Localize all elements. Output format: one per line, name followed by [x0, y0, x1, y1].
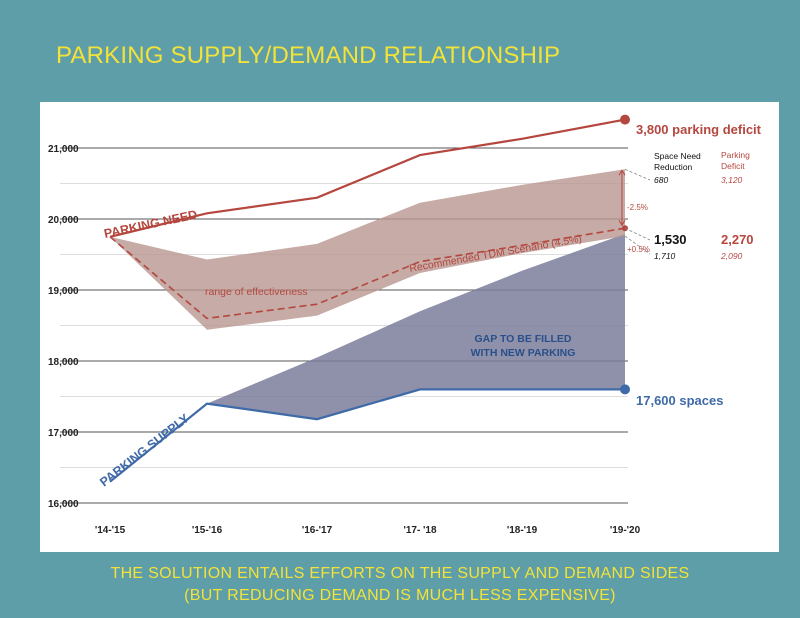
x-tick-label: '14-'15 — [95, 525, 126, 536]
need-end-point — [620, 114, 630, 125]
table-top-reduction: 680 — [654, 175, 668, 185]
table-bottom-deficit: 2,090 — [720, 251, 743, 261]
leader-line — [624, 227, 651, 241]
y-tick-label: 17,000 — [48, 428, 79, 439]
gap-label-line1: GAP TO BE FILLED — [474, 333, 571, 345]
series-line-tdm — [109, 227, 626, 320]
table-mid-reduction: 1,530 — [654, 232, 687, 247]
x-tick-label: '17- '18 — [403, 525, 437, 536]
series-label-supply: PARKING SUPPLY — [97, 411, 192, 490]
y-tick-label: 20,000 — [48, 215, 79, 226]
table-top-deficit: 3,120 — [721, 175, 743, 185]
series-line-need — [109, 118, 626, 238]
annotation-plus: +0.5% — [627, 245, 650, 254]
supply-end-label: 17,600 spaces — [636, 393, 723, 408]
range-arrow-head-down — [618, 219, 626, 227]
range-band-label: range of effectiveness — [205, 286, 308, 298]
y-tick-label: 18,000 — [48, 357, 79, 368]
range-arrow-head-up — [618, 169, 626, 176]
leader-line — [624, 235, 651, 255]
x-tick-label: '19-'20 — [610, 525, 641, 536]
x-tick-label: '18-'19 — [507, 525, 538, 536]
chart-panel: 16,000 17,000 18,000 19,000 20,000 21,000 '14-… — [40, 102, 779, 552]
annotation-minus: -2.5% — [627, 203, 648, 212]
y-tick-label: 16,000 — [48, 499, 79, 510]
x-tick-label: '15-'16 — [192, 525, 223, 536]
range-band — [110, 169, 625, 330]
footer-line-1: THE SOLUTION ENTAILS EFFORTS ON THE SUPP… — [110, 565, 690, 582]
table-col1-header-1: Space Need — [654, 151, 701, 161]
chart-title: PARKING SUPPLY/DEMAND RELATIONSHIP — [56, 42, 561, 69]
x-tick-label: '16-'17 — [302, 525, 333, 536]
y-tick-label: 21,000 — [48, 144, 79, 155]
table-col2-header-1: Parking — [721, 150, 750, 160]
leader-line — [624, 168, 651, 181]
series-line-supply — [109, 388, 625, 483]
footer-line-2: (BUT REDUCING DEMAND IS MUCH LESS EXPENS… — [184, 587, 616, 604]
series-label-need: PARKING NEED — [103, 208, 199, 241]
supply-end-point — [620, 384, 630, 395]
chart-svg: 16,000 17,000 18,000 19,000 20,000 21,000 '14-… — [48, 114, 762, 536]
table-col1-header-2: Reduction — [654, 162, 693, 172]
gap-region — [207, 233, 625, 420]
table-bottom-reduction: 1,710 — [654, 251, 676, 261]
table-mid-deficit: 2,270 — [721, 232, 754, 247]
gap-label-line2: WITH NEW PARKING — [471, 347, 576, 359]
deficit-label: 3,800 parking deficit — [636, 122, 762, 137]
table-col2-header-2: Deficit — [721, 161, 745, 171]
y-tick-label: 19,000 — [48, 286, 79, 297]
